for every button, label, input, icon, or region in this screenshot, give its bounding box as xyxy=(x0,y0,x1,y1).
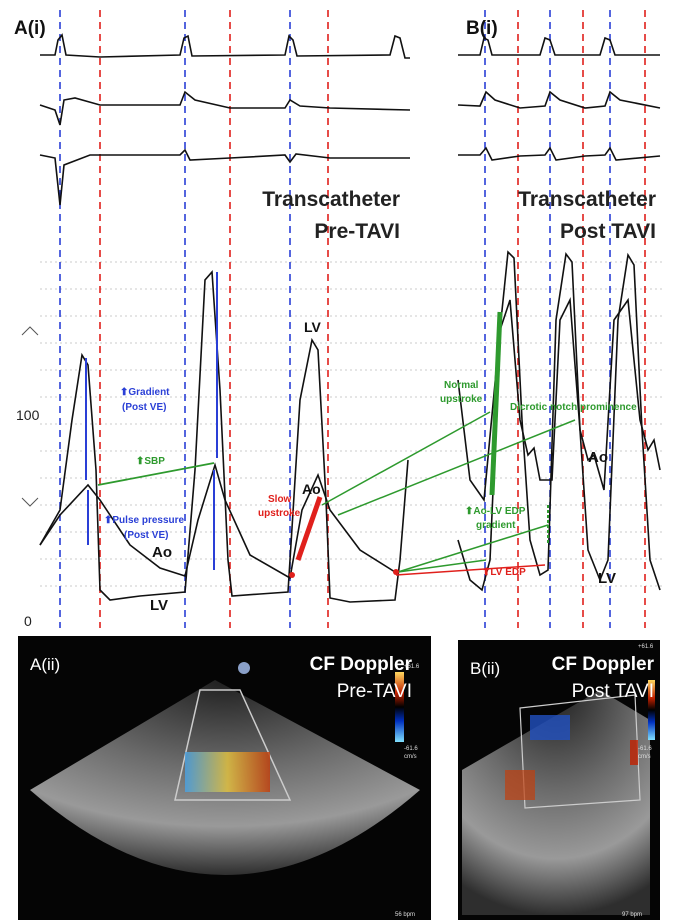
title: CF Doppler xyxy=(310,654,413,675)
title: Transcatheter xyxy=(262,188,400,211)
label: LV xyxy=(598,570,616,587)
axis-caret xyxy=(21,326,39,336)
title: Post TAVI xyxy=(572,681,654,702)
scale-label: +61.6 xyxy=(638,644,654,650)
rate: 56 bpm xyxy=(395,912,415,918)
annotation: gradient xyxy=(476,520,516,531)
annotation: (Post VE) xyxy=(122,402,166,413)
title: Pre-TAVI xyxy=(314,220,400,243)
annotation: Slow xyxy=(268,494,292,505)
scale-label: +61.6 xyxy=(404,664,420,670)
rate: 97 bpm xyxy=(622,912,642,918)
title: CF Doppler xyxy=(552,654,655,675)
annotation: ⬆LV EDP xyxy=(482,567,526,578)
compare-arrow xyxy=(321,411,491,506)
pressure-a xyxy=(39,270,409,603)
edp-arrow-2 xyxy=(397,559,487,573)
annotation: ⬆Gradient xyxy=(120,387,170,398)
annotation-text: LV EDP xyxy=(490,567,526,578)
point xyxy=(289,572,295,578)
annotation: Dicrotic notch prominence xyxy=(510,402,637,413)
slow-upstroke xyxy=(295,496,323,561)
pressure-b xyxy=(457,250,661,592)
annotation: ⬆Ao-LV EDP xyxy=(465,506,526,517)
label: Ao xyxy=(152,544,172,561)
label: LV xyxy=(304,319,322,335)
dicrotic-arrow xyxy=(337,419,576,516)
point xyxy=(393,569,399,575)
normal-upstroke xyxy=(489,311,503,496)
edp-arrow xyxy=(397,524,549,573)
ecg-b xyxy=(457,36,661,161)
annotation: ⬆Pulse pressure xyxy=(104,515,185,526)
annotation-text: Gradient xyxy=(128,387,170,398)
panel-label: A(i) xyxy=(14,18,46,39)
axis-caret xyxy=(21,497,39,507)
event-lines xyxy=(59,10,646,628)
y-tick-label: 100 xyxy=(16,407,40,423)
annotation-arrows xyxy=(85,272,576,578)
scale-label: cm/s xyxy=(404,754,417,760)
scale-label: -61.6 xyxy=(404,746,418,752)
scale-label: cm/s xyxy=(638,754,651,760)
annotation: (Post VE) xyxy=(124,530,168,541)
annotation: upstroke xyxy=(258,508,301,519)
annotation: Normal xyxy=(444,380,479,391)
scale-label: -61.6 xyxy=(638,746,652,752)
annotation: upstroke xyxy=(440,394,483,405)
label: Ao xyxy=(588,449,608,466)
annotation-text: Pulse pressure xyxy=(112,515,184,526)
annotation-text: Ao-LV EDP xyxy=(473,506,525,517)
title: Post TAVI xyxy=(560,220,656,243)
y-tick-label: 0 xyxy=(24,613,32,629)
ecg-a xyxy=(39,33,411,206)
annotation: ⬆SBP xyxy=(136,456,165,467)
echo-a: A(ii) CF Doppler Pre-TAVI +61.6 -61.6 cm… xyxy=(18,636,431,920)
lvedp-arrow xyxy=(395,564,546,576)
panel-label: A(ii) xyxy=(30,655,60,674)
sbp-arrow xyxy=(97,462,215,486)
title: Pre-TAVI xyxy=(337,681,412,702)
label: LV xyxy=(150,597,168,614)
annotation-text: SBP xyxy=(144,456,165,467)
label: Ao xyxy=(302,481,321,497)
title: Transcatheter xyxy=(518,188,656,211)
echo-b: B(ii) CF Doppler Post TAVI +61.6 -61.6 c… xyxy=(458,640,660,920)
panel-label: B(ii) xyxy=(470,659,500,678)
panel-label: B(i) xyxy=(466,18,498,39)
